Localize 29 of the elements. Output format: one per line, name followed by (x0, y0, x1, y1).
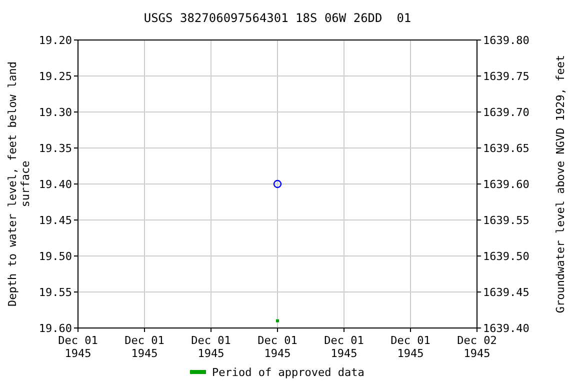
y-tick-label: 19.40 (38, 178, 72, 191)
y-tick-label: 19.30 (38, 106, 72, 119)
x-tick-label: Dec 01 1945 (58, 334, 98, 360)
y2-tick-label: 1639.70 (483, 106, 530, 119)
x-tick-label: Dec 01 1945 (258, 334, 298, 360)
y-tick-label: 19.25 (38, 70, 72, 83)
y-tick-label: 19.50 (38, 250, 72, 263)
y-tick-label: 19.55 (38, 286, 72, 299)
y2-tick-label: 1639.50 (483, 250, 530, 263)
y2-tick-label: 1639.60 (483, 178, 530, 191)
y-tick-label: 19.20 (38, 34, 72, 47)
y2-tick-label: 1639.55 (483, 214, 530, 227)
y-tick-label: 19.35 (38, 142, 72, 155)
y2-tick-label: 1639.80 (483, 34, 530, 47)
y-tick-label: 19.60 (38, 322, 72, 335)
x-tick-label: Dec 01 1945 (191, 334, 231, 360)
y2-axis-title: Groundwater level above NGVD 1929, feet (554, 54, 567, 314)
y2-tick-label: 1639.65 (483, 142, 530, 155)
y2-tick-label: 1639.40 (483, 322, 530, 335)
y-axis-title: Depth to water level, feet below land surface (6, 61, 32, 307)
chart-title: USGS 382706097564301 18S 06W 26DD 01 (144, 11, 412, 25)
legend-label: Period of approved data (212, 366, 364, 379)
y2-tick-label: 1639.75 (483, 70, 530, 83)
x-tick-label: Dec 02 1945 (457, 334, 497, 360)
x-tick-label: Dec 01 1945 (324, 334, 364, 360)
y2-tick-label: 1639.45 (483, 286, 530, 299)
x-tick-label: Dec 01 1945 (124, 334, 164, 360)
y-tick-label: 19.45 (38, 214, 72, 227)
x-tick-label: Dec 01 1945 (390, 334, 430, 360)
